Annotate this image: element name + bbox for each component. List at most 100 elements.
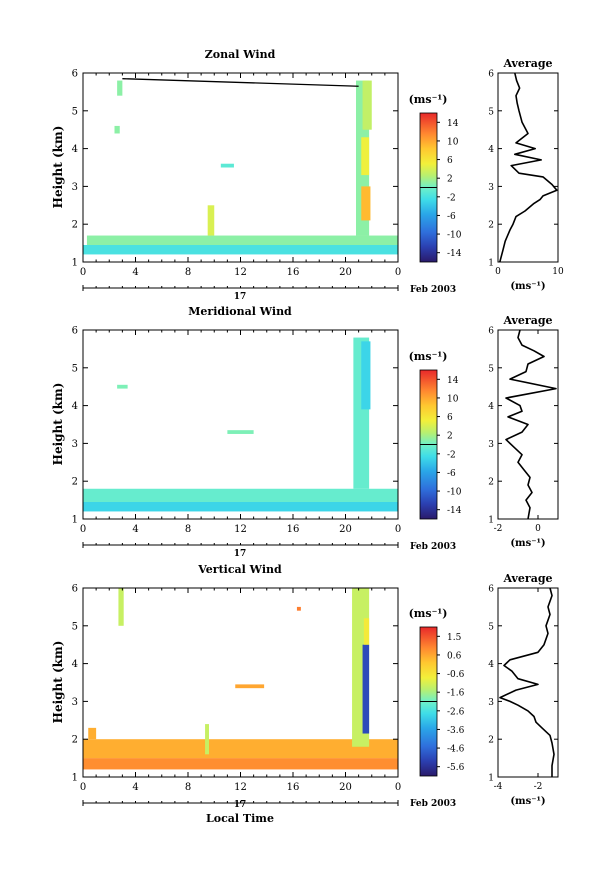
panel-1-avg-title: Average [502,57,552,70]
panel-3-time-axis [82,800,399,806]
x-tick-label: 16 [287,267,300,278]
panel-1-date-label: Feb 2003 [410,285,456,295]
heat-cell [83,501,398,512]
panel-3-title: Vertical Wind [197,563,282,576]
colorbar-tick-label: 2 [447,432,453,442]
colorbar-tick-label: -10 [447,488,462,498]
panel-1-ylabel: Height (km) [51,126,65,209]
heat-cell [83,758,398,770]
panel-vertical-wind: Vertical Wind Height (km) 0 4 8 12 16 20 01234… [51,563,559,825]
colorbar-tick-label: 2 [447,175,453,185]
y-tick-label: 3 [72,439,78,450]
x-tick-label: 0 [395,524,401,535]
panel-2-avg-title: Average [502,314,552,327]
y-tick-label: 4 [72,401,78,412]
y-tick-label: 5 [72,106,78,117]
panel-2-average-profile: 1 2 3 4 5 6 -2 0 [488,327,559,534]
heat-cell [83,739,398,759]
x-tick-label: 8 [185,782,191,793]
panel-2-title: Meridional Wind [188,305,292,318]
colorbar-tick-label: -0.6 [447,670,465,680]
colorbar-tick-label: -10 [447,231,462,241]
contour-line [122,78,359,87]
x-tick-label: 20 [339,267,352,278]
heat-cell [114,125,120,134]
panel-1-colorbar: 14 10 6 2 -2 -6 -10 -14 [419,112,462,263]
panel-3-xlabel: Local Time [206,812,274,825]
panel-2-date-label: Feb 2003 [410,542,456,552]
y-tick-label: 6 [72,584,78,595]
heat-cell [227,430,254,434]
panel-3-day-label: 17 [234,800,247,810]
colorbar-tick-label: -1.6 [447,689,465,699]
avg-x-tick-label: 10 [552,267,564,277]
colorbar-tick-label: 1.5 [447,633,462,643]
y-tick-label: 4 [72,144,78,155]
y-tick-label: 4 [72,659,78,670]
y-tick-label: 3 [72,697,78,708]
avg-y-tick-label: 4 [488,660,494,670]
avg-x-tick-label: -4 [494,782,503,792]
heat-cell [86,235,398,245]
avg-y-tick-label: 3 [488,698,494,708]
y-tick-label: 1 [72,258,78,269]
heat-cell [362,80,372,130]
avg-y-tick-label: 3 [488,183,494,193]
panel-1-average-profile: 1 2 3 4 5 6 0 10 [488,70,564,278]
y-tick-label: 6 [72,326,78,337]
panel-2-day-label: 17 [234,549,247,559]
x-tick-label: 4 [132,524,138,535]
x-tick-label: 8 [185,267,191,278]
colorbar-tick-label: 14 [447,376,459,386]
y-tick-label: 6 [72,69,78,80]
panel-3-colorbar-unit: (ms⁻¹) [409,607,448,620]
colorbar-tick-label: 6 [447,413,453,423]
y-tick-label: 1 [72,773,78,784]
average-profile-line [505,329,557,520]
avg-x-tick-label: -2 [534,782,543,792]
colorbar-tick-label: -3.6 [447,726,465,736]
panel-1-time-axis [82,285,399,291]
panel-1-title: Zonal Wind [205,48,276,61]
heat-cell [235,684,265,689]
colorbar-tick-label: 6 [447,156,453,166]
panel-3-avg-xlabel: (ms⁻¹) [510,796,545,807]
panel-2-colorbar: 14 10 6 2 -2 -6 -10 -14 [419,369,462,520]
x-tick-label: 12 [234,524,247,535]
avg-y-tick-label: 2 [488,736,494,746]
heat-cell [361,186,371,221]
colorbar-tick-label: 10 [447,394,459,404]
colorbar-tick-label: -6 [447,469,456,479]
panel-2-colorbar-unit: (ms⁻¹) [409,350,448,363]
x-tick-label: 0 [395,267,401,278]
avg-y-tick-label: 3 [488,440,494,450]
heat-cell [118,588,124,626]
heat-cell [117,384,128,389]
x-tick-label: 0 [80,524,86,535]
x-tick-label: 12 [234,267,247,278]
x-tick-label: 20 [339,524,352,535]
heat-cell [117,80,123,96]
colorbar-tick-label: -2 [447,450,456,460]
avg-y-tick-label: 2 [488,478,494,488]
heat-cell [361,137,370,176]
average-profile-line [499,72,558,263]
x-tick-label: 4 [132,267,138,278]
avg-y-tick-label: 1 [488,774,494,784]
avg-x-tick-label: 0 [495,267,501,277]
colorbar-tick-label: 14 [447,119,459,129]
colorbar-tick-label: -14 [447,249,462,259]
avg-x-tick-label: 0 [535,524,541,534]
panel-zonal-wind: Zonal Wind Height (km) 0 4 8 12 16 20 0123456 … [51,48,564,302]
heat-cell [88,727,97,740]
panel-3-ylabel: Height (km) [51,641,65,724]
avg-plot-frame [497,72,559,263]
y-tick-label: 2 [72,735,78,746]
colorbar-tick-label: 0.6 [447,651,462,661]
x-tick-label: 4 [132,782,138,793]
heat-cell [83,488,398,502]
heat-cell [207,205,215,236]
panel-3-colorbar: 1.5 0.6 -0.6 -1.6 -2.6 -3.6 -4.6 -5.6 [419,626,465,777]
x-tick-label: 20 [339,782,352,793]
